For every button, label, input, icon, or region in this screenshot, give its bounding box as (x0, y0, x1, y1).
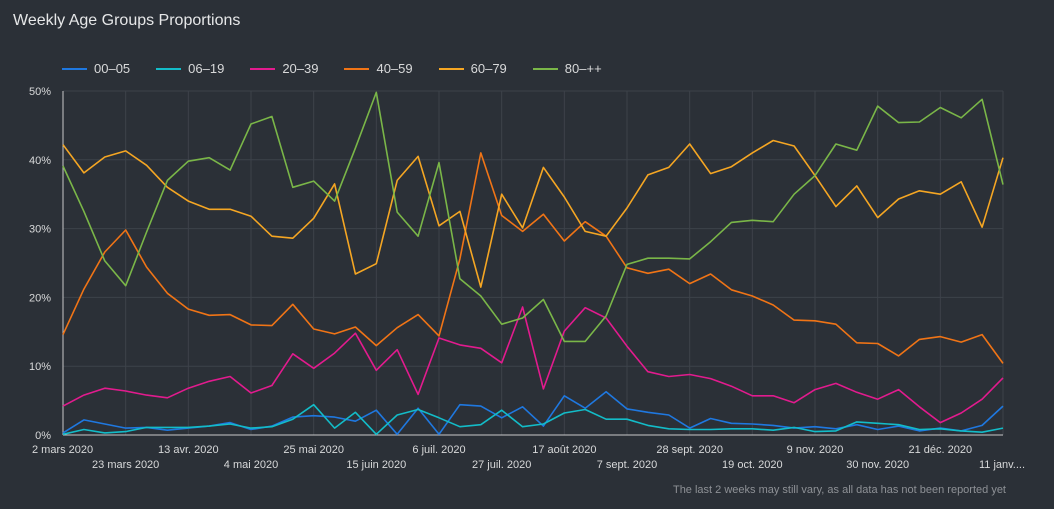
x-tick-label: 15 juin 2020 (346, 459, 406, 471)
x-tick-label: 30 nov. 2020 (846, 459, 909, 471)
legend-swatch (532, 67, 558, 70)
x-tick-label: 9 nov. 2020 (787, 444, 844, 456)
x-tick-label: 25 mai 2020 (283, 444, 344, 456)
x-tick-label: 23 mars 2020 (92, 459, 159, 471)
legend-item[interactable]: 00–05 (62, 61, 130, 76)
x-tick-label: 19 oct. 2020 (722, 459, 783, 471)
x-tick-label: 27 juil. 2020 (472, 459, 531, 471)
legend-label: 80–++ (564, 61, 602, 76)
x-tick-label: 21 déc. 2020 (909, 444, 973, 456)
x-tick-label: 4 mai 2020 (224, 459, 278, 471)
y-tick-label: 0% (35, 430, 51, 442)
y-tick-label: 40% (29, 155, 51, 167)
footnote: The last 2 weeks may still vary, as all … (672, 484, 1006, 496)
x-tick-label: 17 août 2020 (532, 444, 596, 456)
legend-label: 06–19 (188, 61, 225, 76)
y-tick-label: 10% (29, 361, 51, 373)
legend-swatch (344, 67, 370, 70)
y-tick-label: 50% (29, 86, 51, 98)
series-line-60-79 (62, 139, 1004, 288)
legend-swatch (62, 67, 87, 70)
y-tick-label: 20% (29, 292, 51, 304)
legend-label: 20–39 (282, 61, 319, 76)
legend-item[interactable]: 20–39 (250, 61, 318, 76)
series-line-20-39 (62, 306, 1004, 424)
legend-swatch (438, 67, 464, 70)
y-tick-label: 30% (29, 224, 51, 236)
chart-legend: 00–05 06–19 20–39 40–59 60–79 80–++ (62, 61, 628, 76)
x-tick-label: 7 sept. 2020 (597, 459, 658, 471)
legend-swatch (250, 67, 276, 70)
series-line-80 (62, 91, 1004, 343)
x-tick-label: 28 sept. 2020 (656, 444, 723, 456)
x-tick-label: 6 juil. 2020 (412, 444, 465, 456)
legend-item[interactable]: 80–++ (532, 61, 602, 76)
legend-item[interactable]: 60–79 (438, 61, 507, 76)
series-line-40-59 (62, 152, 1004, 364)
x-tick-label: 11 janv.... (979, 459, 1025, 471)
x-tick-label: 13 avr. 2020 (158, 444, 219, 456)
legend-label: 40–59 (376, 61, 413, 76)
legend-label: 00–05 (94, 61, 131, 76)
legend-label: 60–79 (470, 61, 507, 76)
legend-item[interactable]: 06–19 (156, 61, 224, 76)
chart-title: Weekly Age Groups Proportions (13, 12, 241, 29)
series-line-06-19 (62, 403, 1004, 436)
x-tick-label: 2 mars 2020 (32, 444, 93, 456)
legend-swatch (156, 67, 182, 70)
legend-item[interactable]: 40–59 (344, 61, 413, 76)
series-line-00-05 (62, 390, 1004, 436)
